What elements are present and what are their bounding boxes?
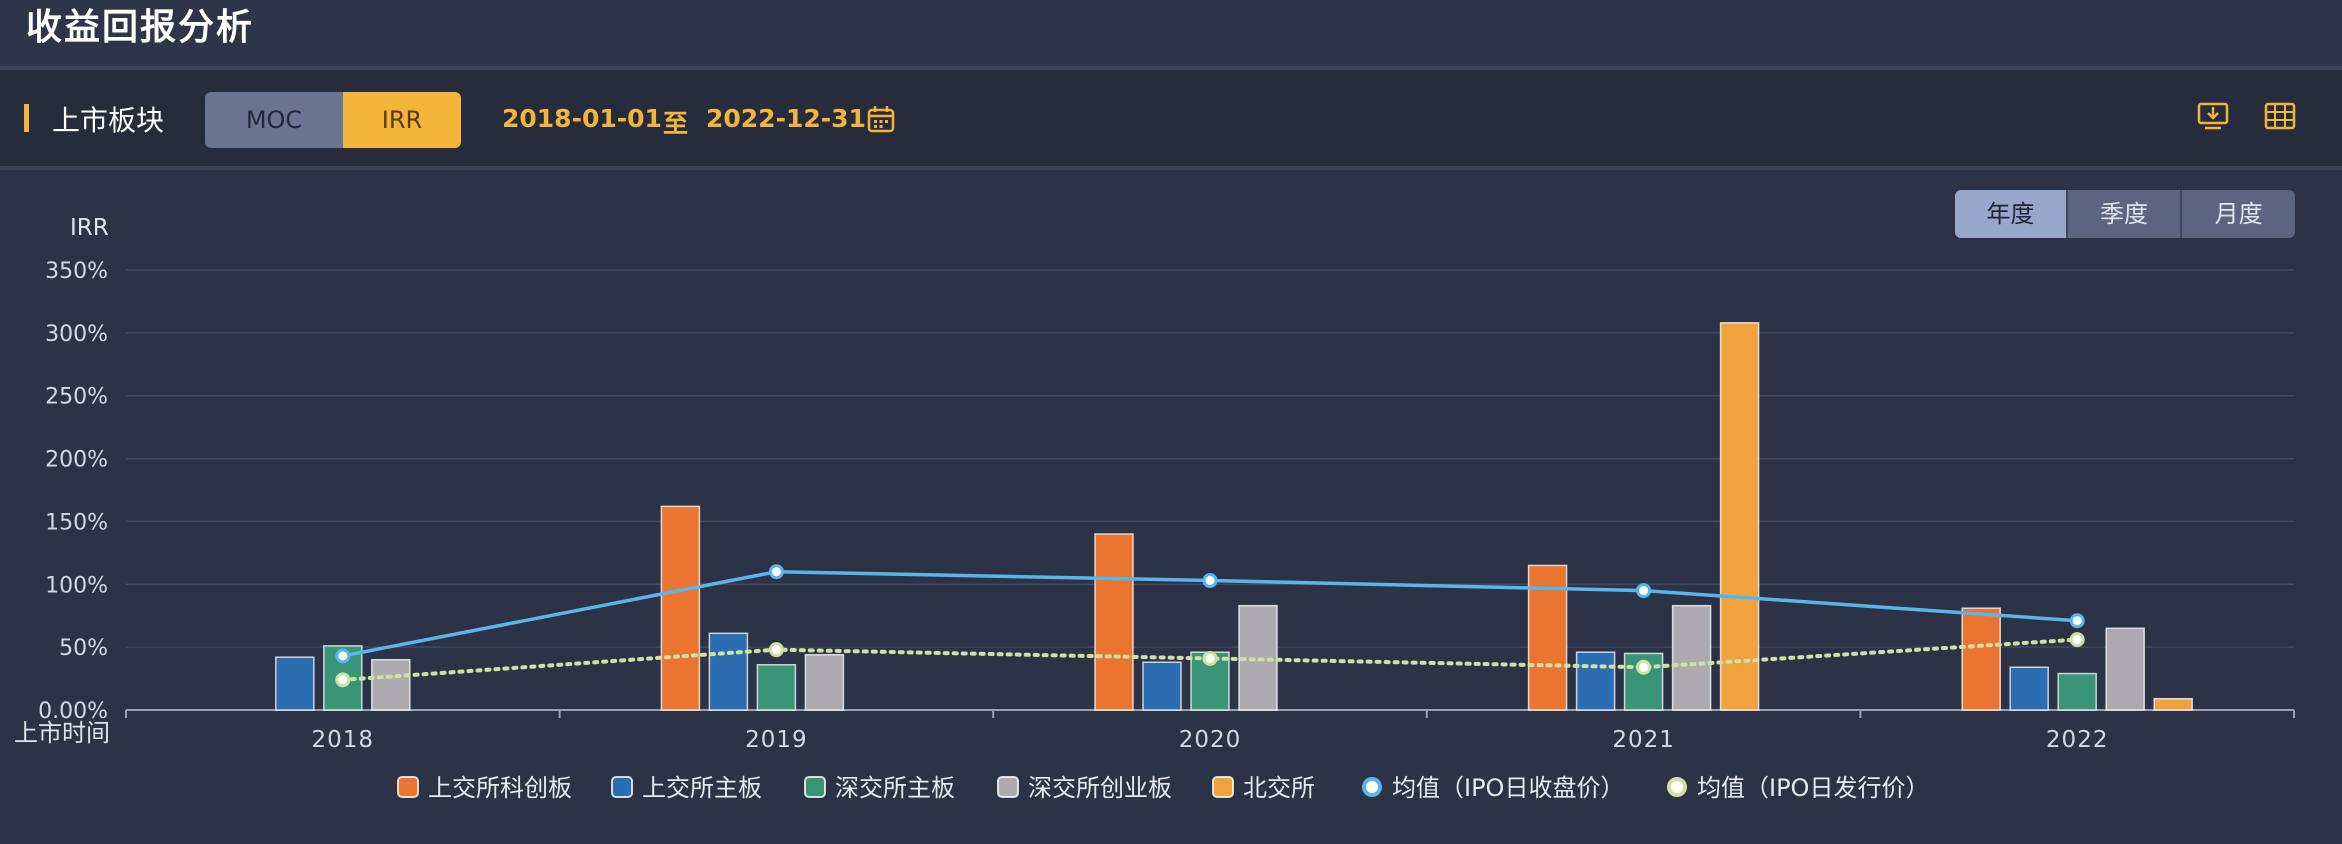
y-tick-label: 50% (59, 636, 108, 661)
bar (1190, 651, 1230, 711)
y-tick-label: 100% (45, 573, 108, 598)
x-tick-label: 2020 (1179, 727, 1242, 753)
legend-marker (1362, 777, 1382, 797)
legend-label: 上交所主板 (642, 774, 762, 802)
bar (2057, 672, 2097, 711)
legend-marker (1212, 776, 1234, 798)
x-tick-label: 2022 (2046, 727, 2109, 753)
download-icon[interactable] (2196, 100, 2230, 132)
table-icon[interactable] (2264, 102, 2296, 130)
page-title: 收益回报分析 (26, 7, 255, 48)
x-tick-label: 2021 (1612, 727, 1675, 753)
legend-label: 北交所 (1243, 774, 1315, 802)
series-point (335, 648, 351, 664)
series-point (335, 672, 351, 688)
y-tick-label: 200% (45, 448, 108, 473)
bar (1719, 322, 1760, 711)
bar (2105, 627, 2145, 711)
bar (660, 505, 701, 711)
legend-marker (397, 776, 419, 798)
bar (1527, 564, 1568, 711)
legend-marker (997, 776, 1019, 798)
legend-marker (1667, 777, 1687, 797)
bar (1238, 604, 1278, 711)
legend-label: 深交所主板 (835, 774, 955, 802)
series-point (1202, 650, 1218, 666)
title-bar: 收益回报分析 (0, 0, 2342, 70)
y-tick-label: 250% (45, 385, 108, 410)
section-label: 上市板块 (52, 104, 165, 137)
series-point (768, 564, 784, 580)
bar (371, 658, 411, 711)
x-tick-label: 2018 (312, 727, 375, 753)
bar (275, 656, 315, 711)
legend-label: 深交所创业板 (1028, 774, 1172, 802)
date-separator: 至 (663, 109, 689, 138)
x-axis-label: 上市时间 (14, 719, 110, 747)
y-tick-label: 0.00% (38, 699, 108, 724)
bar (323, 645, 363, 711)
bar (756, 663, 797, 711)
tab-month[interactable]: 月度 (2182, 190, 2295, 238)
bar (2153, 697, 2193, 711)
series-point (2069, 632, 2085, 648)
series-line (340, 637, 2080, 682)
bar (1575, 651, 1616, 711)
bar (2009, 666, 2049, 711)
y-tick-label: 150% (45, 510, 108, 535)
y-tick-label: 300% (45, 322, 108, 347)
series-line (342, 569, 2078, 658)
bar (708, 632, 749, 711)
legend-label: 均值（IPO日发行价） (1697, 774, 1929, 802)
legend-marker (804, 776, 826, 798)
legend-marker (611, 776, 633, 798)
series-point (768, 642, 784, 658)
bar (804, 653, 845, 711)
bar (1094, 533, 1134, 711)
tab-year[interactable]: 年度 (1955, 190, 2068, 238)
y-axis-label: IRR (70, 215, 109, 241)
date-start[interactable]: 2018-01-01 (502, 104, 662, 133)
y-tick-label: 350% (45, 259, 108, 284)
bar (1961, 607, 2001, 711)
metric-option-moc[interactable]: MOC (205, 92, 343, 148)
section-accent-bar (24, 104, 29, 132)
period-tabs: 年度 季度 月度 (1955, 190, 2295, 238)
bar (1142, 661, 1182, 711)
series-point (1636, 659, 1652, 675)
legend-label: 均值（IPO日收盘价） (1392, 774, 1624, 802)
bar (1623, 652, 1664, 711)
bar (1671, 604, 1712, 711)
series-point (2069, 613, 2085, 629)
metric-option-irr[interactable]: IRR (343, 92, 461, 148)
date-end[interactable]: 2022-12-31 (706, 104, 866, 133)
series-point (1202, 573, 1218, 589)
legend-label: 上交所科创板 (428, 774, 572, 802)
series-point (1636, 583, 1652, 599)
tab-quarter[interactable]: 季度 (2067, 190, 2183, 238)
x-tick-label: 2019 (745, 727, 808, 753)
calendar-icon[interactable] (866, 104, 896, 134)
